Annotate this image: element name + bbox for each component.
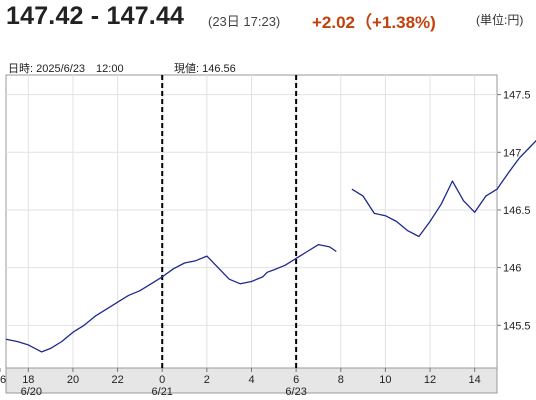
x-tick-label: 20	[67, 374, 79, 386]
x-tick-label: 16	[0, 374, 6, 386]
x-tick-label: 18	[22, 374, 34, 386]
price-line-segment	[351, 139, 536, 238]
y-tick-label: 147	[503, 147, 521, 159]
x-tick-label: 6	[293, 374, 299, 386]
y-tick-label: 146.5	[503, 205, 531, 217]
x-tick-label: 14	[469, 374, 481, 386]
y-tick-label: 145.5	[503, 320, 531, 332]
x-tick-label: 2	[204, 374, 210, 386]
x-date-label: 6/20	[21, 386, 42, 398]
y-tick-label: 147.5	[503, 90, 531, 102]
unit-label: (単位:円)	[476, 13, 524, 27]
x-date-label: 6/23	[285, 386, 306, 398]
x-date-label: 6/21	[152, 386, 173, 398]
price-line-segment	[5, 243, 337, 353]
info-datetime: 日時: 2025/6/23 12:00	[8, 63, 124, 75]
x-tick-label: 22	[111, 374, 123, 386]
x-tick-label: 0	[159, 374, 165, 386]
x-tick-label: 4	[248, 374, 254, 386]
x-tick-label: 12	[424, 374, 436, 386]
info-current-value: 現値: 146.56	[174, 63, 236, 75]
x-tick-label: 10	[379, 374, 391, 386]
x-tick-label: 8	[338, 374, 344, 386]
price-change: +2.02（+1.38%)	[312, 13, 436, 32]
y-tick-label: 146	[503, 263, 521, 275]
timestamp: (23日 17:23)	[208, 14, 281, 29]
price-range: 147.42 - 147.44	[6, 2, 185, 30]
x-axis-band	[5, 367, 498, 394]
